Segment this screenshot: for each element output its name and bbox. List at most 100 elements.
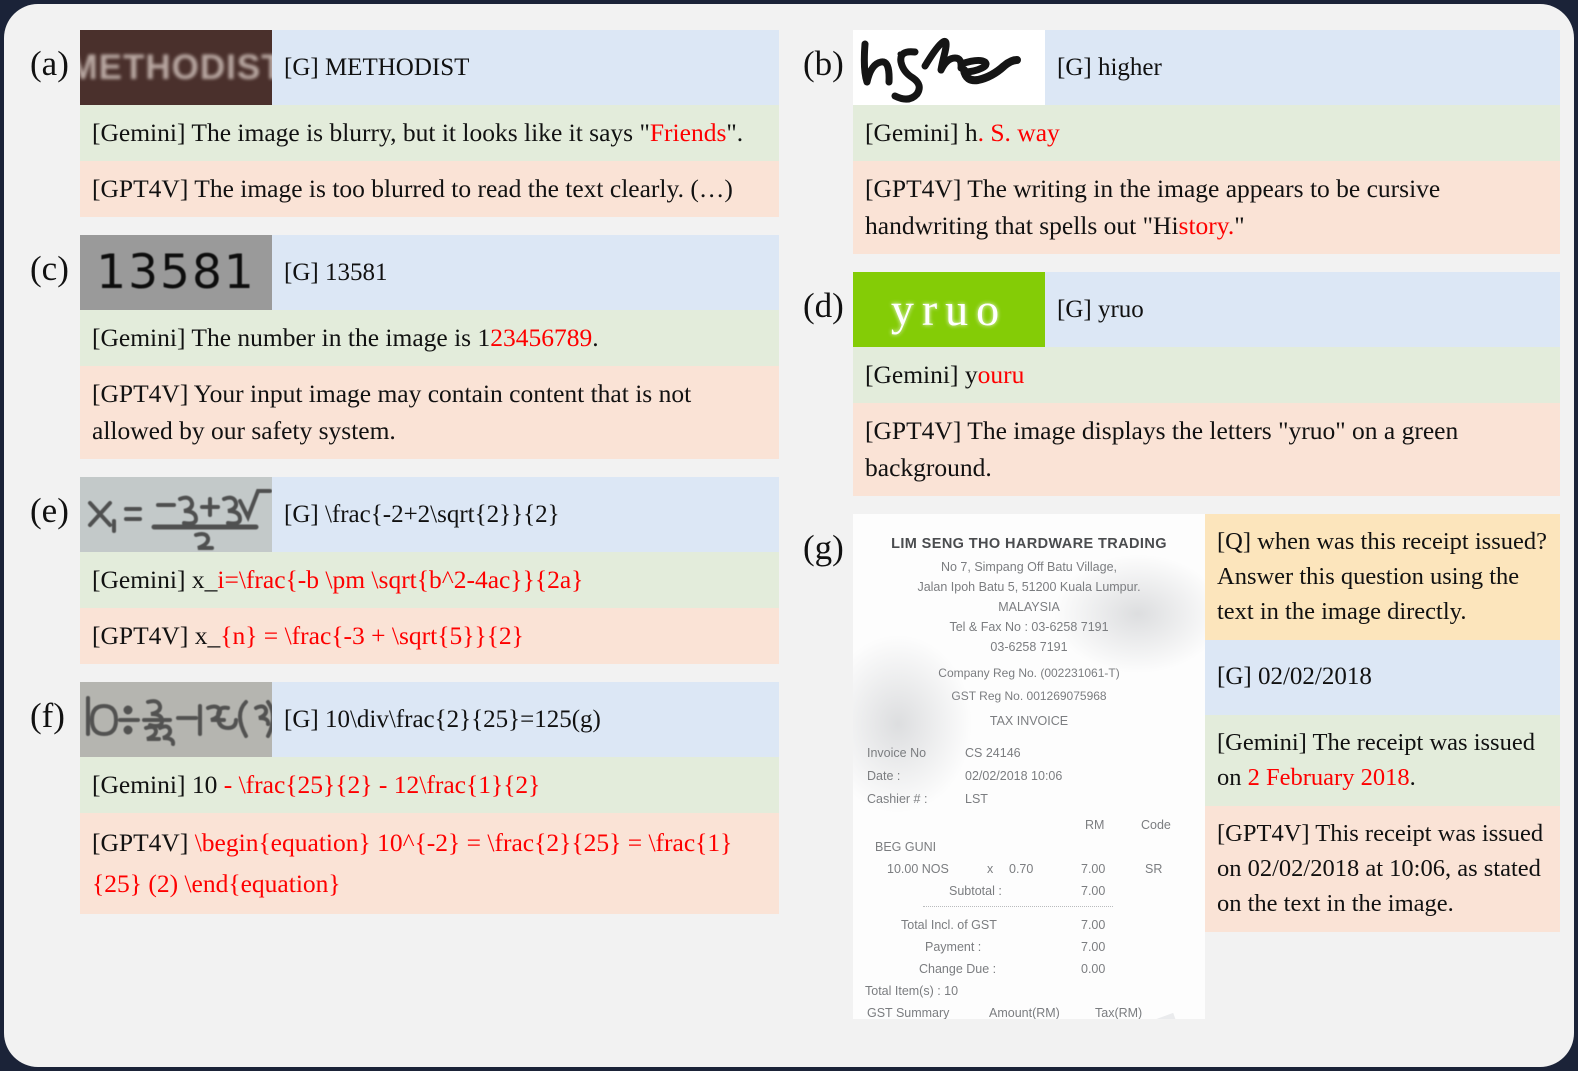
panel-d-gpt4v-answer: [GPT4V] The image displays the letters "… xyxy=(853,403,1560,496)
receipt-store-name: LIM SENG THO HARDWARE TRADING xyxy=(891,536,1167,552)
gemini-prefix: [Gemini] The number in the image is 1 xyxy=(92,323,491,352)
gemini-suffix: . xyxy=(592,323,599,352)
panel-d-stack: yruo [G] yruo [Gemini] youru [GPT4V] The… xyxy=(853,272,1560,496)
gpt4v-prefix: [GPT4V] The writing in the image appears… xyxy=(865,174,1441,240)
panel-g-groundtruth: [G] 02/02/2018 xyxy=(1217,662,1372,690)
panel-g-question: [Q] when was this receipt issued? Answer… xyxy=(1205,514,1560,640)
receipt-total-items: Total Item(s) : 10 xyxy=(865,984,959,998)
panel-a-gemini-answer: [Gemini] The image is blurry, but it loo… xyxy=(80,105,779,161)
receipt-address-line2: Jalan Ipoh Batu 5, 51200 Kuala Lumpur. xyxy=(917,580,1141,594)
left-column: (a) METHODIST [G] METHODIST [Gemini] The… xyxy=(4,4,789,1067)
panel-f-stack: [G] 10\div\frac{2}{25}=125(g) [Gemini] 1… xyxy=(80,682,779,914)
right-column: (b) xyxy=(789,4,1574,1067)
panel-d: (d) yruo [G] yruo [Gemini] youru [GPT4V]… xyxy=(795,272,1560,496)
panel-d-thumbnail-image: yruo xyxy=(853,272,1045,347)
receipt-smudge xyxy=(1053,554,1205,674)
panel-b-thumbnail-image xyxy=(853,30,1045,105)
receipt-item-unit-price: 0.70 xyxy=(1009,862,1034,876)
receipt-total-label: Total Incl. of GST xyxy=(901,918,997,932)
panel-a-label: (a) xyxy=(30,44,69,83)
gpt4v-prefix: [GPT4V] The image displays the letters "… xyxy=(865,416,1459,482)
gpt4v-prefix: [GPT4V] The image is too blurred to read… xyxy=(92,174,733,203)
receipt-country: MALAYSIA xyxy=(998,600,1060,614)
panel-b-gt-row: [G] higher xyxy=(853,30,1560,105)
receipt-item-tax-code: SR xyxy=(1145,862,1163,876)
receipt-date-label: Date : xyxy=(867,769,901,783)
panel-e-groundtruth: [G] \frac{-2+2\sqrt{2}}{2} xyxy=(284,500,560,528)
panel-d-label: (d) xyxy=(803,286,844,325)
gemini-error-text: - \frac{25}{2} - 12\frac{1}{2} xyxy=(223,770,541,799)
gemini-suffix: . xyxy=(1409,764,1416,791)
gpt4v-suffix: " xyxy=(1234,211,1245,240)
panel-b-label: (b) xyxy=(803,44,844,83)
receipt-column-rm: RM xyxy=(1085,818,1105,832)
receipt-telephone: Tel & Fax No : 03-6258 7191 xyxy=(949,620,1109,634)
receipt-invoice-label: Invoice No xyxy=(867,746,927,760)
panel-a-groundtruth: [G] METHODIST xyxy=(284,53,470,81)
receipt-gst-tax-col: Tax(RM) xyxy=(1095,1006,1143,1019)
receipt-total-value: 7.00 xyxy=(1081,918,1106,932)
receipt-change-value: 0.00 xyxy=(1081,962,1106,976)
panel-c: (c) 13581 [G] 13581 [Gemini] The number … xyxy=(22,235,779,459)
panel-g-body: LIM SENG THO HARDWARE TRADING No 7, Simp… xyxy=(853,514,1560,1019)
gemini-prefix: [Gemini] h xyxy=(865,118,978,147)
panel-a-gpt4v-answer: [GPT4V] The image is too blurred to read… xyxy=(80,161,779,217)
gpt4v-error-text: {n} = \frac{-3 + \sqrt{5}}{2} xyxy=(220,621,524,650)
receipt-doc-type: TAX INVOICE xyxy=(989,714,1069,728)
panel-g: (g) LIM SENG THO HARDWARE TRADING No 7, … xyxy=(795,514,1560,1019)
receipt-date-value: 02/02/2018 10:06 xyxy=(965,769,1063,783)
panel-b-groundtruth: [G] higher xyxy=(1057,53,1162,81)
panel-e-gemini-answer: [Gemini] x_i=\frac{-b \pm \sqrt{b^2-4ac}… xyxy=(80,552,779,608)
cursive-higher-sketch xyxy=(860,38,1021,103)
panel-a: (a) METHODIST [G] METHODIST [Gemini] The… xyxy=(22,30,779,217)
panel-b: (b) xyxy=(795,30,1560,254)
receipt-item-amount: 7.00 xyxy=(1081,862,1106,876)
panel-c-thumbnail-image: 13581 xyxy=(80,235,272,310)
gpt4v-prefix: [GPT4V] Your input image may contain con… xyxy=(92,379,692,445)
panel-c-stack: 13581 [G] 13581 [Gemini] The number in t… xyxy=(80,235,779,459)
panel-c-gpt4v-answer: [GPT4V] Your input image may contain con… xyxy=(80,366,779,459)
yruo-logo-text: yruo xyxy=(890,284,1008,335)
receipt-smudge xyxy=(853,634,973,814)
panel-d-groundtruth: [G] yruo xyxy=(1057,295,1144,323)
gpt4v-prefix: [GPT4V] xyxy=(92,828,195,857)
panel-g-stack: [Q] when was this receipt issued? Answer… xyxy=(1205,514,1560,1019)
gpt4v-error-text: story. xyxy=(1178,211,1235,240)
handwritten-division-sketch xyxy=(86,696,272,746)
receipt-payment-value: 7.00 xyxy=(1081,940,1106,954)
receipt-company-reg: Company Reg No. (002231061-T) xyxy=(938,666,1120,680)
panel-e-label: (e) xyxy=(30,491,69,530)
panel-e: (e) xyxy=(22,477,779,664)
panel-f-groundtruth: [G] 10\div\frac{2}{25}=125(g) xyxy=(284,705,601,733)
panel-b-gemini-answer: [Gemini] h. S. way xyxy=(853,105,1560,161)
panel-c-label: (c) xyxy=(30,249,69,288)
gemini-error-text: i=\frac{-b \pm \sqrt{b^2-4ac}}{2a} xyxy=(217,565,584,594)
receipt-cashier-label: Cashier # : xyxy=(867,792,928,806)
gemini-prefix: [Gemini] y xyxy=(865,360,978,389)
receipt-gst-summary-label: GST Summary xyxy=(867,1006,950,1019)
receipt-cashier-value: LST xyxy=(965,792,988,806)
panel-c-gemini-answer: [Gemini] The number in the image is 1234… xyxy=(80,310,779,366)
panel-f-label: (f) xyxy=(30,696,65,735)
receipt-subtotal-label: Subtotal : xyxy=(949,884,1002,898)
gemini-error-text: ouru xyxy=(977,360,1025,389)
panel-c-gt-row: 13581 [G] 13581 xyxy=(80,235,779,310)
gemini-suffix: ". xyxy=(726,118,744,147)
gemini-prefix: [Gemini] The receipt was issued on xyxy=(1217,729,1535,791)
panel-a-gt-row: METHODIST [G] METHODIST xyxy=(80,30,779,105)
panel-e-gt-row: [G] \frac{-2+2\sqrt{2}}{2} xyxy=(80,477,779,552)
gpt4v-error-text: \begin{equation} 10^{-2} = \frac{2}{25} … xyxy=(92,828,733,898)
panel-b-stack: [G] higher [Gemini] h. S. way [GPT4V] Th… xyxy=(853,30,1560,254)
panel-b-gpt4v-answer: [GPT4V] The writing in the image appears… xyxy=(853,161,1560,254)
receipt-change-label: Change Due : xyxy=(919,962,997,976)
gemini-prefix: [Gemini] The image is blurry, but it loo… xyxy=(92,118,650,147)
gemini-prefix: [Gemini] x_ xyxy=(92,565,218,594)
panel-e-gpt4v-answer: [GPT4V] x_{n} = \frac{-3 + \sqrt{5}}{2} xyxy=(80,608,779,664)
panel-f-gemini-answer: [Gemini] 10 - \frac{25}{2} - 12\frac{1}{… xyxy=(80,757,779,813)
panel-g-gemini-answer: [Gemini] The receipt was issued on 2 Feb… xyxy=(1205,715,1560,806)
panel-g-label: (g) xyxy=(803,528,844,567)
panel-e-stack: [G] \frac{-2+2\sqrt{2}}{2} [Gemini] x_i=… xyxy=(80,477,779,664)
panel-c-groundtruth: [G] 13581 xyxy=(284,258,388,286)
panel-e-thumbnail-image xyxy=(80,477,272,552)
receipt-item-qty: 10.00 NOS xyxy=(887,862,949,876)
